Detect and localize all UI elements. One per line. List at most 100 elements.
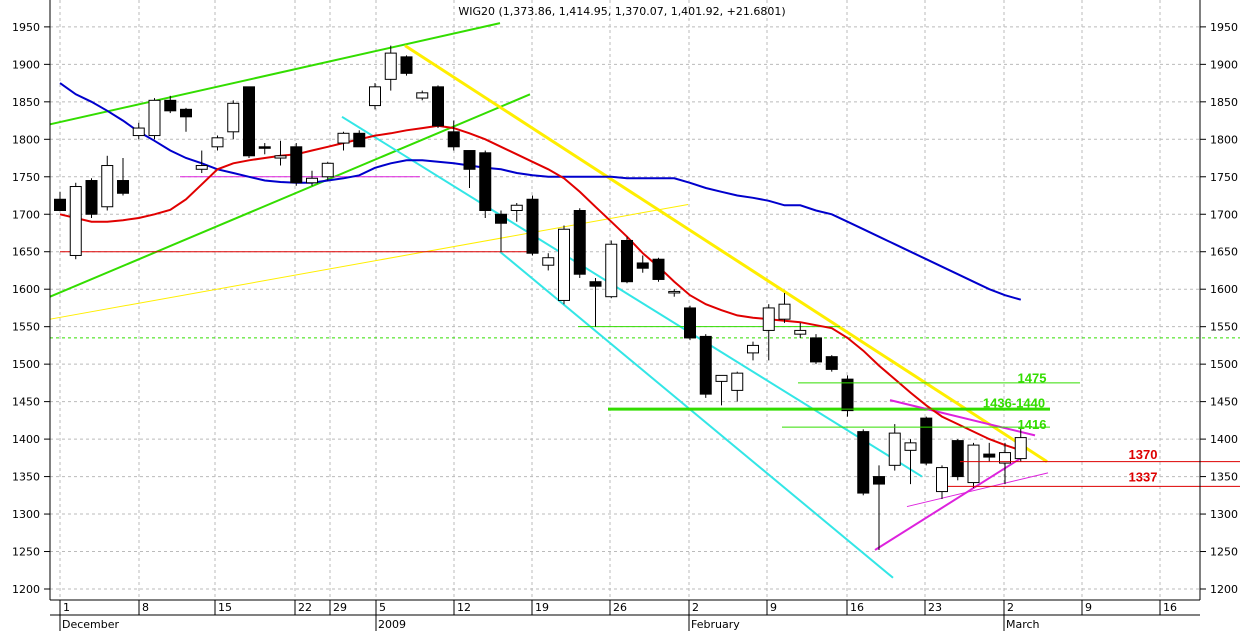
candle-body xyxy=(416,92,429,99)
x-tick-label: 9 xyxy=(1085,601,1092,614)
x-tick-label: 16 xyxy=(850,601,864,614)
x-tick-label: 8 xyxy=(142,601,149,614)
level-label: 1475 xyxy=(1018,371,1047,386)
candle-body xyxy=(495,213,507,224)
candle-body xyxy=(589,281,602,287)
x-tick-label: 2 xyxy=(1007,601,1014,614)
level-label: 1436-1440 xyxy=(983,395,1045,410)
candle-body xyxy=(195,165,208,170)
moving-average-short xyxy=(59,124,1022,452)
downtrend-yellow xyxy=(404,44,1048,463)
candle-body xyxy=(321,162,334,178)
axes xyxy=(49,0,1201,601)
candle-body xyxy=(479,152,492,212)
y-tick-label: 1450 xyxy=(1210,396,1238,409)
candle-body xyxy=(857,431,870,494)
candle-body xyxy=(967,444,980,484)
candle-body xyxy=(810,337,822,363)
candle-body xyxy=(463,150,476,170)
y-tick-label: 1500 xyxy=(12,358,40,371)
candle-body xyxy=(337,132,350,144)
y-tick-label: 1850 xyxy=(12,96,40,109)
x-tick-label: 26 xyxy=(613,601,627,614)
candle-body xyxy=(684,307,696,339)
candle-body xyxy=(542,257,555,266)
y-tick-label: 1600 xyxy=(12,283,40,296)
candle-body xyxy=(699,335,712,395)
y-tick-label: 1900 xyxy=(1210,58,1238,71)
level-label: 1337 xyxy=(1129,470,1158,485)
month-label: 2009 xyxy=(378,618,406,631)
candle-body xyxy=(1014,437,1027,460)
y-axis-right: 1200 1250 1300 1350 1400 1450 1500 1550 1600 1650… xyxy=(1200,21,1238,596)
candle-body xyxy=(164,99,177,112)
y-tick-label: 1300 xyxy=(1210,508,1238,521)
y-axis-left: 1200 1250 1300 1350 1400 1450 1500 1550 1600 1650… xyxy=(12,21,50,596)
candle-body xyxy=(621,239,633,283)
candle-body xyxy=(148,99,161,137)
y-tick-label: 1400 xyxy=(1210,433,1238,446)
level-lines: 1475 1436-1440 1416 1370 1337 xyxy=(782,371,1240,487)
candle-body xyxy=(117,180,129,194)
level-label: 1416 xyxy=(1018,417,1047,432)
candle-body xyxy=(243,86,255,157)
month-label: March xyxy=(1006,618,1040,631)
y-tick-label: 1950 xyxy=(12,21,40,34)
candle-body xyxy=(951,440,964,478)
candle-body xyxy=(652,258,665,280)
y-tick-label: 1900 xyxy=(12,58,40,71)
moving-averages xyxy=(59,82,1022,452)
candle-body xyxy=(274,155,287,159)
candle-body xyxy=(999,452,1011,464)
y-tick-label: 1250 xyxy=(12,546,40,559)
x-tick-label: 19 xyxy=(535,601,549,614)
candle-body xyxy=(101,165,114,208)
candle-body xyxy=(558,228,570,301)
moving-average-long xyxy=(59,82,1022,301)
y-tick-label: 1750 xyxy=(12,171,40,184)
x-tick-label: 23 xyxy=(928,601,942,614)
y-tick-label: 1200 xyxy=(12,583,40,596)
candle-body xyxy=(432,86,444,127)
candle-body xyxy=(605,243,618,298)
x-tick-label: 5 xyxy=(379,601,386,614)
y-tick-label: 1250 xyxy=(1210,546,1238,559)
candle-body xyxy=(936,467,948,493)
y-tick-label: 1350 xyxy=(1210,471,1238,484)
candle-body xyxy=(400,56,413,74)
x-tick-label: 16 xyxy=(1163,601,1177,614)
level-label: 1370 xyxy=(1129,447,1158,462)
candle-body xyxy=(369,86,381,107)
y-tick-label: 1400 xyxy=(12,433,40,446)
candle-body xyxy=(747,344,759,354)
candle-body xyxy=(636,262,649,269)
candle-body xyxy=(778,303,791,320)
x-tick-label: 9 xyxy=(770,601,777,614)
y-tick-label: 1200 xyxy=(1210,583,1238,596)
candle-body xyxy=(904,442,917,451)
grid xyxy=(50,0,1240,600)
y-tick-label: 1850 xyxy=(1210,96,1238,109)
y-tick-label: 1700 xyxy=(12,208,40,221)
channel-lower-cyan xyxy=(499,250,894,579)
y-tick-label: 1450 xyxy=(12,396,40,409)
candle-body xyxy=(306,177,318,184)
candle-body xyxy=(180,108,192,118)
x-tick-label: 22 xyxy=(298,601,312,614)
candle-body xyxy=(211,137,224,148)
y-tick-label: 1550 xyxy=(1210,321,1238,334)
y-tick-label: 1700 xyxy=(1210,208,1238,221)
channel-upper-green xyxy=(49,22,501,126)
triangle-upper xyxy=(889,399,1036,437)
candle-body xyxy=(353,132,366,148)
candle-body xyxy=(573,210,586,275)
candle-body xyxy=(526,198,539,254)
x-tick-label: 1 xyxy=(63,601,70,614)
candle-body xyxy=(825,356,838,370)
candle-body xyxy=(54,198,66,212)
x-tick-label: 12 xyxy=(457,601,471,614)
y-tick-label: 1350 xyxy=(12,471,40,484)
candle-body xyxy=(290,146,303,184)
